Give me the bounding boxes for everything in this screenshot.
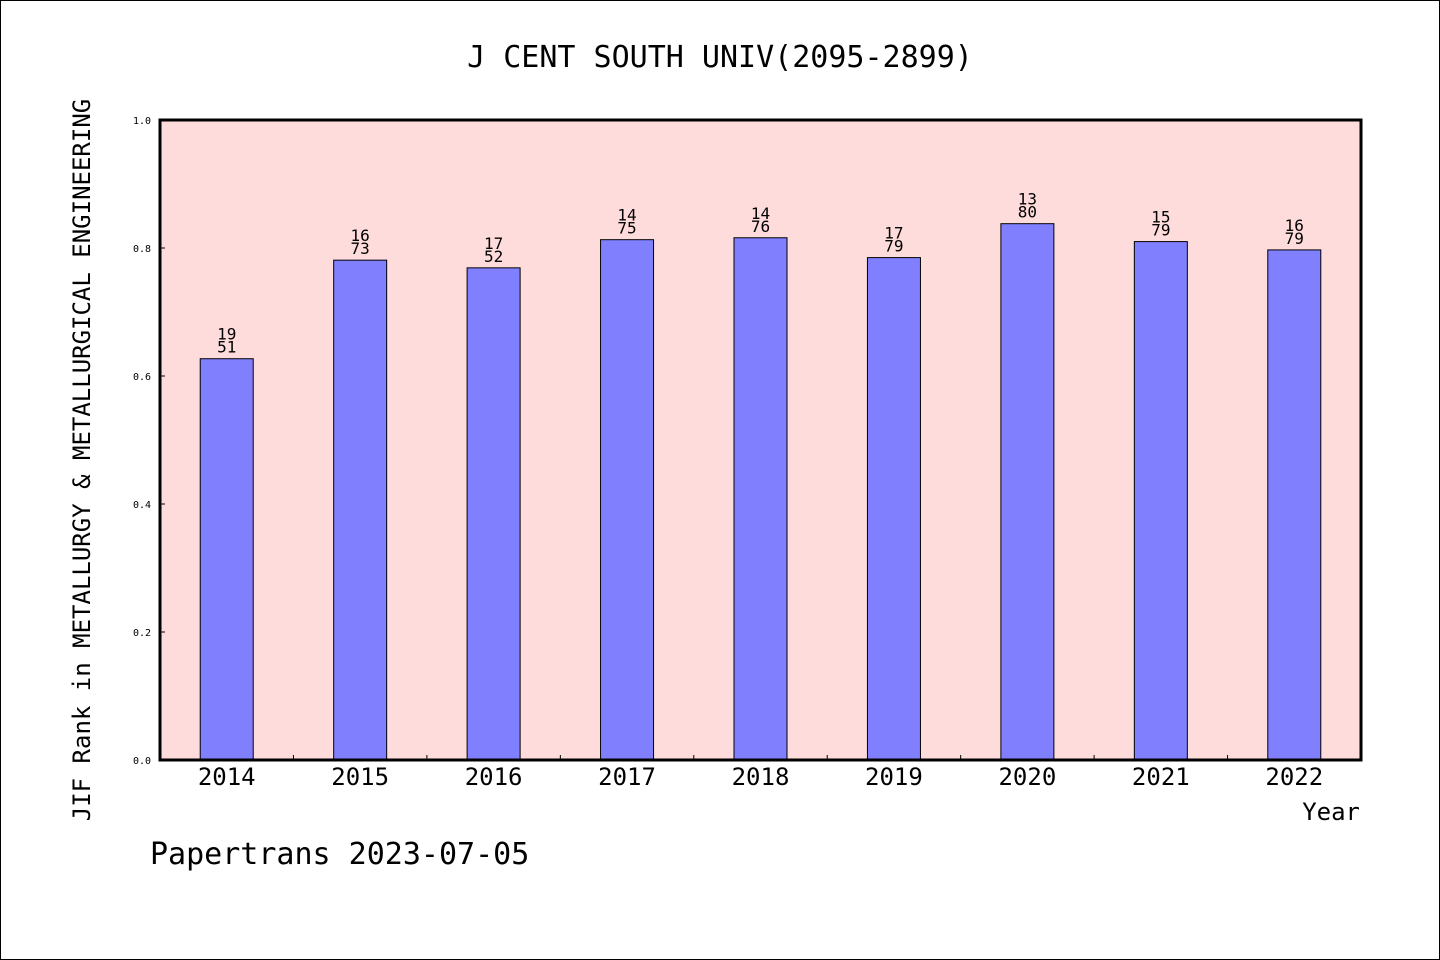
plot-border — [158, 118, 1363, 762]
x-tick-label: 2018 — [732, 763, 790, 791]
bar-total-label: 80 — [1018, 203, 1037, 222]
x-tick-label: 2019 — [865, 763, 923, 791]
bar-2017 — [600, 239, 655, 761]
bar-total-label: 79 — [1285, 229, 1304, 248]
bar-total-label: 52 — [484, 247, 503, 266]
bar-2014 — [199, 358, 254, 761]
y-tick-label: 0.2 — [133, 628, 151, 639]
bar-rank-label: 19 — [217, 325, 236, 344]
x-axis-label: Year — [1302, 798, 1360, 826]
bar-2019 — [866, 257, 921, 761]
bar-total-label: 79 — [884, 237, 903, 256]
bar-total-label: 75 — [617, 219, 636, 238]
x-tick-label: 2014 — [198, 763, 256, 791]
bar-2015 — [333, 259, 388, 761]
bar-2022 — [1267, 249, 1322, 761]
bar-total-label: 79 — [1151, 221, 1170, 240]
bar-rank-label: 14 — [617, 206, 636, 225]
bar-2020 — [1000, 223, 1055, 761]
bar-rank-label: 17 — [484, 234, 503, 253]
x-tick-label: 2021 — [1132, 763, 1190, 791]
x-tick-label: 2022 — [1265, 763, 1323, 791]
x-axis: 2014 2015 2016 2017 2018 2019 2020 2021 2022 — [198, 755, 1323, 791]
y-tick-label: 0.8 — [133, 244, 151, 255]
bar-total-label: 73 — [351, 239, 370, 258]
y-axis-label: JIF Rank in METALLURGY & METALLURGICAL E… — [68, 99, 96, 821]
bar-rank-label: 14 — [751, 204, 770, 223]
x-tick-label: 2020 — [998, 763, 1056, 791]
bar-rank-label: 16 — [351, 226, 370, 245]
bar-rank-label: 15 — [1151, 208, 1170, 227]
y-tick-label: 0.4 — [133, 500, 151, 511]
bar-rank-label: 13 — [1018, 190, 1037, 209]
y-tick-label: 1.0 — [133, 116, 151, 127]
bar-total-label: 51 — [217, 338, 236, 357]
bar-2018 — [733, 237, 788, 761]
bar-2016 — [466, 267, 521, 761]
bar-rank-label: 16 — [1285, 216, 1304, 235]
x-tick-label: 2015 — [331, 763, 389, 791]
bar-total-label: 76 — [751, 217, 770, 236]
x-tick-label: 2017 — [598, 763, 656, 791]
bar-2021 — [1133, 241, 1188, 761]
chart-title: J CENT SOUTH UNIV(2095-2899) — [467, 40, 973, 75]
y-tick-label: 0.6 — [133, 372, 151, 383]
credit-text: Papertrans 2023-07-05 — [150, 837, 529, 872]
x-tick-label: 2016 — [465, 763, 523, 791]
bar-rank-label: 17 — [884, 224, 903, 243]
y-tick-label: 0.0 — [133, 756, 151, 767]
